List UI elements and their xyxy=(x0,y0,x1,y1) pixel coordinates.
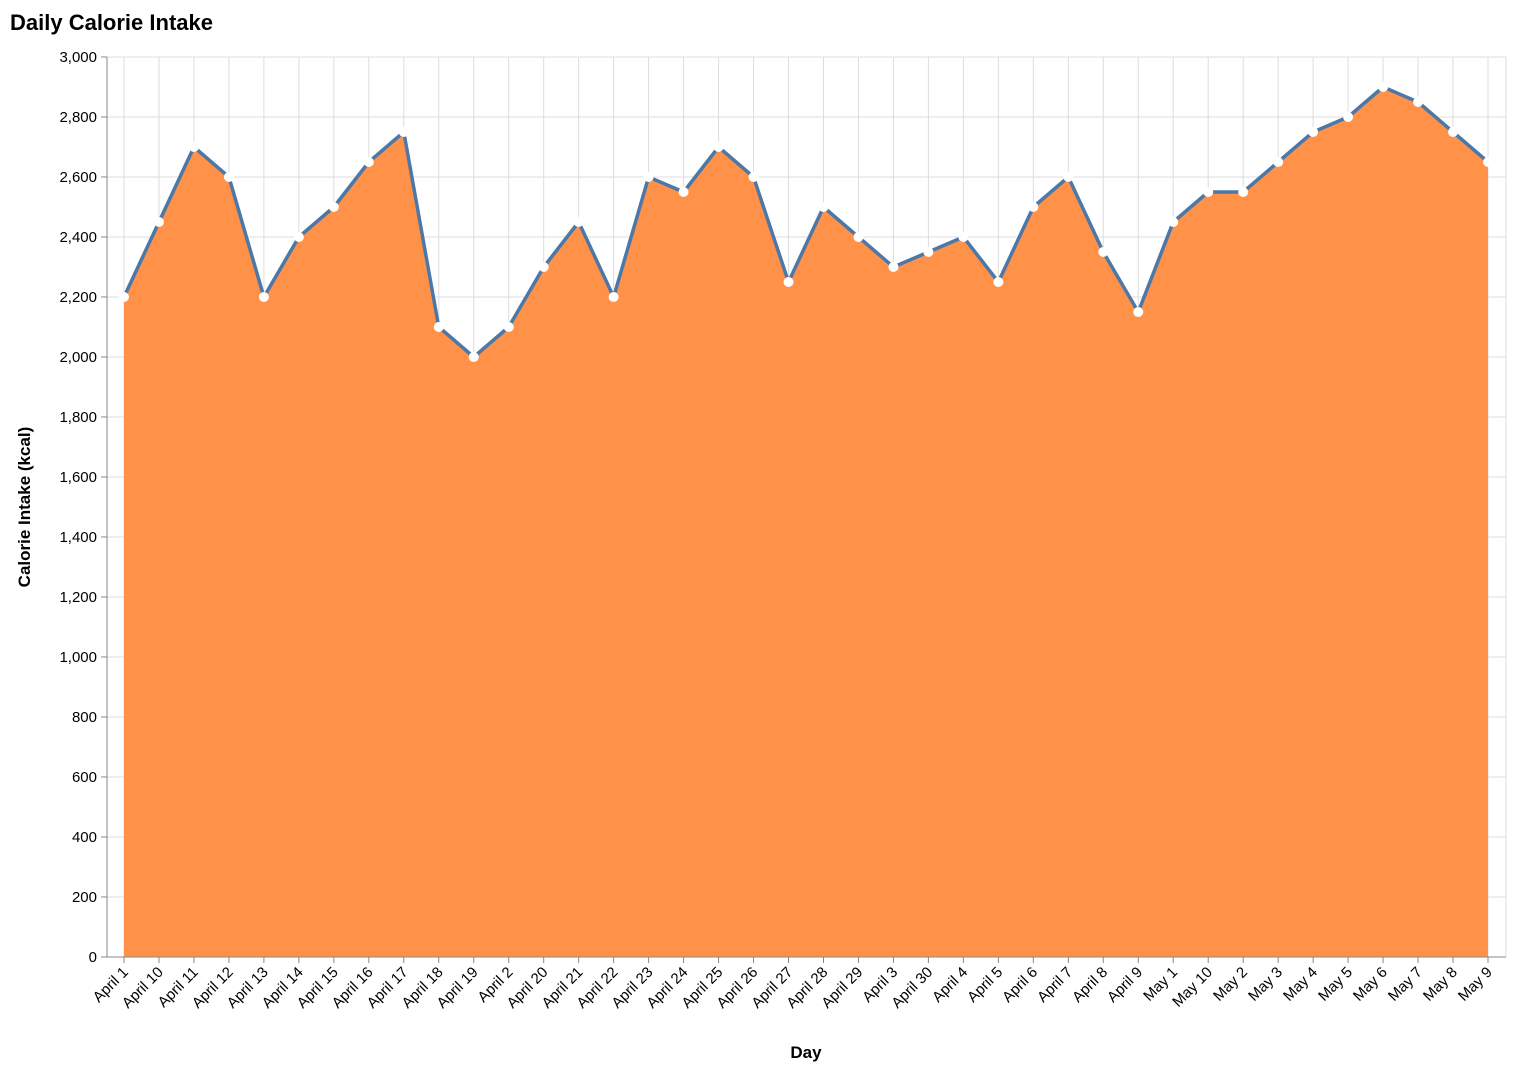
data-point xyxy=(1483,157,1493,167)
data-point xyxy=(853,232,864,242)
data-point xyxy=(1378,82,1389,92)
data-point xyxy=(573,217,584,227)
y-axis-title: Calorie Intake (kcal) xyxy=(15,427,34,588)
y-tick-label: 2,600 xyxy=(59,169,97,186)
data-point xyxy=(468,352,479,362)
calorie-line xyxy=(122,85,1490,359)
x-tick-label: April 5 xyxy=(964,964,1006,1006)
x-tick-label: May 9 xyxy=(1455,964,1496,1005)
data-point xyxy=(608,292,619,302)
data-points xyxy=(119,82,1493,362)
data-point xyxy=(1448,127,1459,137)
data-point xyxy=(643,172,654,182)
data-point xyxy=(503,322,514,332)
x-tick-label: May 5 xyxy=(1315,964,1356,1005)
data-point xyxy=(748,172,759,182)
data-point xyxy=(888,262,899,272)
data-point xyxy=(993,277,1004,287)
calorie-area xyxy=(124,87,1488,957)
y-tick-label: 600 xyxy=(72,769,97,786)
y-tick-label: 2,200 xyxy=(59,289,97,306)
y-tick-label: 2,000 xyxy=(59,349,97,366)
data-point xyxy=(328,202,339,212)
y-tick-label: 3,000 xyxy=(59,49,97,66)
data-point xyxy=(223,172,234,182)
y-tick-label: 200 xyxy=(72,889,97,906)
y-tick-label: 1,400 xyxy=(59,529,97,546)
x-tick-label: April 7 xyxy=(1034,964,1076,1006)
data-point xyxy=(818,202,829,212)
data-point xyxy=(1203,187,1214,197)
x-tick-label: May 7 xyxy=(1385,964,1426,1005)
x-tick-label: May 4 xyxy=(1280,964,1321,1005)
y-tick-label: 1,000 xyxy=(59,649,97,666)
data-point xyxy=(1238,187,1249,197)
y-tick-label: 2,400 xyxy=(59,229,97,246)
y-tick-label: 1,800 xyxy=(59,409,97,426)
data-point xyxy=(1413,97,1424,107)
x-tick-label: April 9 xyxy=(1104,964,1146,1006)
data-point xyxy=(188,142,199,152)
x-tick-label: April 4 xyxy=(929,964,971,1006)
y-tick-label: 400 xyxy=(72,829,97,846)
data-point xyxy=(1273,157,1284,167)
y-tick-label: 2,800 xyxy=(59,109,97,126)
data-point xyxy=(958,232,969,242)
x-tick-label: May 10 xyxy=(1169,964,1216,1011)
x-tick-label: May 3 xyxy=(1245,964,1286,1005)
data-point xyxy=(1343,112,1354,122)
data-point xyxy=(1098,247,1109,257)
x-tick-label: April 6 xyxy=(999,964,1041,1006)
y-tick-label: 800 xyxy=(72,709,97,726)
data-point xyxy=(119,292,129,302)
data-point xyxy=(1133,307,1144,317)
data-point xyxy=(713,142,724,152)
y-tick-label: 0 xyxy=(89,949,97,966)
data-point xyxy=(1308,127,1319,137)
data-point xyxy=(153,217,164,227)
data-point xyxy=(363,157,374,167)
y-tick-label: 1,600 xyxy=(59,469,97,486)
y-tick-label: 1,200 xyxy=(59,589,97,606)
x-axis-title: Day xyxy=(790,1043,822,1062)
data-point xyxy=(538,262,549,272)
x-tick-label: May 8 xyxy=(1420,964,1461,1005)
data-point xyxy=(1168,217,1179,227)
x-tick-label: May 6 xyxy=(1350,964,1391,1005)
data-point xyxy=(433,322,444,332)
data-point xyxy=(293,232,304,242)
x-tick-label: May 2 xyxy=(1210,964,1251,1005)
data-point xyxy=(1028,202,1039,212)
x-tick-label: April 8 xyxy=(1069,964,1111,1006)
chart-title: Daily Calorie Intake xyxy=(10,10,213,35)
data-point xyxy=(1063,172,1074,182)
area-layer xyxy=(122,85,1490,957)
data-point xyxy=(398,127,409,137)
data-point xyxy=(258,292,269,302)
data-point xyxy=(783,277,794,287)
data-point xyxy=(678,187,689,197)
data-point xyxy=(923,247,934,257)
